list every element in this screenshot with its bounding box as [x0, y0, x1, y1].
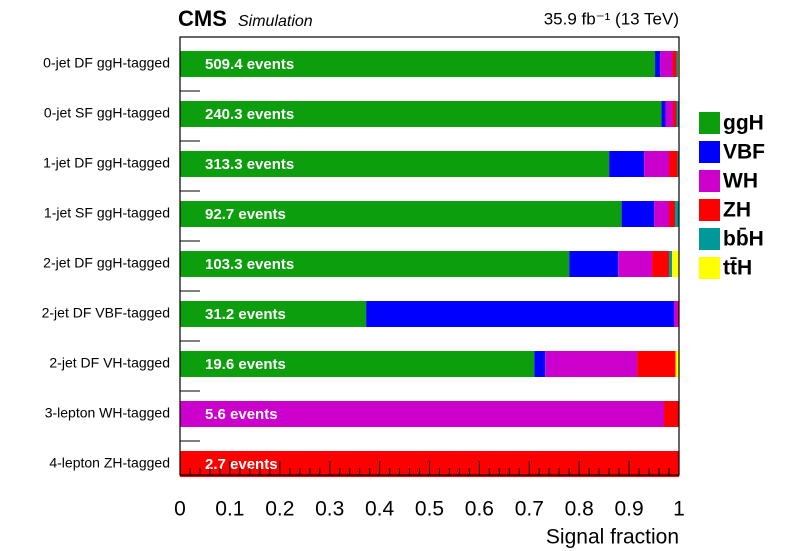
chart-subtitle: Simulation	[238, 13, 313, 30]
x-tick-label: 0.9	[614, 498, 643, 521]
bar-label: 5.6 events	[205, 406, 278, 423]
bar-label: 509.4 events	[205, 56, 294, 73]
legend-swatch	[699, 199, 720, 221]
y-tick-label: 2-jet DF VBF-tagged	[42, 305, 170, 321]
bar-segment	[180, 251, 570, 277]
legend-swatch	[699, 170, 720, 192]
bar-segment	[669, 251, 673, 277]
x-tick-label: 0	[174, 498, 186, 521]
bar-segment	[180, 401, 665, 427]
luminosity: 35.9 fb⁻¹ (13 TeV)	[544, 9, 679, 28]
bar-segment	[618, 251, 653, 277]
bar-segment	[534, 351, 546, 377]
bar-segment	[676, 101, 679, 127]
bar-segment	[660, 51, 673, 77]
x-tick-label: 0.5	[415, 498, 444, 521]
legend-label: WH	[723, 170, 758, 193]
y-tick-label: 3-lepton WH-tagged	[45, 405, 170, 421]
bar-segment	[672, 51, 677, 77]
x-tick-label: 0.2	[265, 498, 294, 521]
bar-segment	[637, 351, 676, 377]
bar-segment	[675, 351, 679, 377]
bar-segment	[569, 251, 619, 277]
x-tick-label: 0.1	[215, 498, 244, 521]
bar-segment	[664, 401, 679, 427]
bar-segment	[366, 301, 675, 327]
chart-title: CMS	[178, 6, 227, 31]
bar-segment	[655, 51, 661, 77]
bar-segment	[180, 151, 610, 177]
x-tick-label: 0.3	[315, 498, 344, 521]
bar-label: 313.3 events	[205, 156, 294, 173]
x-axis-label: Signal fraction	[546, 526, 679, 549]
y-tick-label: 4-lepton ZH-tagged	[49, 455, 170, 471]
bar-segment	[665, 101, 674, 127]
legend-swatch	[699, 257, 720, 279]
bar-label: 240.3 events	[205, 106, 294, 123]
y-tick-label: 0-jet SF ggH-tagged	[44, 105, 170, 121]
bar-label: 92.7 events	[205, 206, 286, 223]
bar-label: 103.3 events	[205, 256, 294, 273]
bar-segment	[180, 351, 535, 377]
x-tick-label: 0.6	[465, 498, 494, 521]
bar-segment	[180, 51, 656, 77]
y-tick-label: 1-jet DF ggH-tagged	[43, 155, 170, 171]
bar-segment	[674, 301, 679, 327]
legend-swatch	[699, 112, 720, 134]
bar-segment	[545, 351, 638, 377]
bar-segment	[673, 101, 677, 127]
bar-segment	[675, 201, 679, 227]
bar-label: 2.7 events	[205, 456, 278, 473]
legend-label: VBF	[723, 141, 765, 164]
bar-segment	[180, 201, 622, 227]
bar-segment	[661, 101, 666, 127]
bar-segment	[676, 51, 679, 77]
x-tick-label: 0.8	[565, 498, 594, 521]
bar-label: 19.6 events	[205, 356, 286, 373]
bar-segment	[654, 201, 670, 227]
bar-segment	[677, 151, 679, 177]
bar-segment	[180, 301, 367, 327]
legend-swatch	[699, 141, 720, 163]
legend-swatch	[699, 228, 720, 250]
y-tick-label: 0-jet DF ggH-tagged	[43, 55, 170, 71]
legend-label: ZH	[723, 199, 751, 222]
x-tick-label: 0.7	[515, 498, 544, 521]
legend-label: ggH	[723, 112, 764, 135]
bar-label: 31.2 events	[205, 306, 286, 323]
bar-segment	[669, 201, 676, 227]
x-tick-label: 0.4	[365, 498, 395, 521]
y-tick-label: 1-jet SF ggH-tagged	[44, 205, 170, 221]
bar-segment	[609, 151, 645, 177]
bar-segment	[652, 251, 670, 277]
bar-segment	[644, 151, 670, 177]
y-tick-label: 2-jet DF VH-tagged	[49, 355, 170, 371]
y-tick-label: 2-jet DF ggH-tagged	[43, 255, 170, 271]
legend-label: tt̄H	[723, 257, 752, 280]
legend-label: bb̄H	[723, 228, 764, 251]
bar-segment	[672, 251, 679, 277]
bar-segment	[180, 101, 662, 127]
bar-segment	[621, 201, 655, 227]
bar-segment	[669, 151, 678, 177]
x-tick-label: 1	[673, 498, 685, 521]
